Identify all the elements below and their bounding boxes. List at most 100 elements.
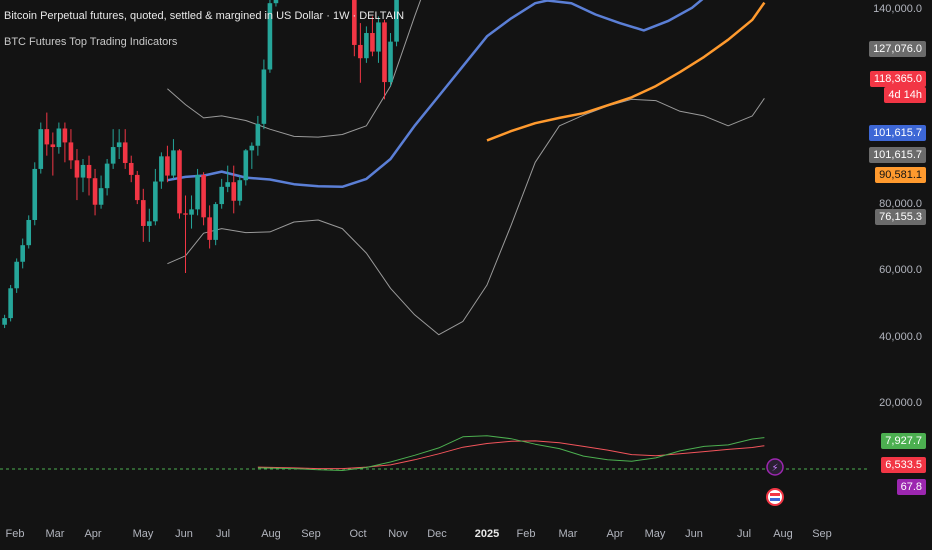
lightning-event-icon xyxy=(766,458,784,476)
x-tick-label: Aug xyxy=(773,528,793,540)
candle-body xyxy=(261,69,267,124)
x-tick-label: Mar xyxy=(558,528,578,540)
candle-body xyxy=(110,147,116,164)
y-tick-label: 80,000.0 xyxy=(879,198,922,210)
candle-body xyxy=(38,129,44,169)
x-tick-label: Sep xyxy=(812,528,832,540)
bollinger-upper-line xyxy=(167,0,422,138)
candle-body xyxy=(14,261,19,289)
candle-body xyxy=(50,144,56,148)
y-tick-label: 140,000.0 xyxy=(873,3,922,15)
x-tick-label: Jul xyxy=(215,528,231,540)
bb-upper-price-tag: 127,076.0 xyxy=(869,41,926,57)
candle-body xyxy=(273,0,279,4)
candle-body xyxy=(231,182,237,201)
candle-body xyxy=(159,156,164,182)
x-tick-label: Apr xyxy=(84,528,102,540)
sma-20-price-tag-2: 101,615.7 xyxy=(869,147,926,163)
candle-body xyxy=(255,123,261,146)
x-tick-label: Mar xyxy=(45,528,65,540)
candle-body xyxy=(153,181,158,222)
oscillator-red-line xyxy=(257,440,765,470)
candle-body xyxy=(370,33,375,52)
candle-body xyxy=(128,162,134,175)
osc-red-tag: 6,533.5 xyxy=(881,457,926,473)
candle-body xyxy=(177,150,182,214)
candle-body xyxy=(8,288,13,319)
candle-body xyxy=(165,156,170,176)
bollinger-lower-line xyxy=(167,98,765,336)
candle-body xyxy=(147,221,152,226)
candle-body xyxy=(376,22,381,52)
candle-body xyxy=(32,168,38,220)
candle-body xyxy=(74,160,80,178)
candle-body xyxy=(183,213,188,215)
candle-body xyxy=(394,0,399,42)
candle-body xyxy=(249,145,255,151)
x-tick-label: Feb xyxy=(516,528,536,540)
candle-body xyxy=(243,150,249,181)
sma-50-price-tag: 90,581.1 xyxy=(875,167,926,183)
indicator-name: BTC Futures Top Trading Indicators xyxy=(4,36,178,48)
candle-body xyxy=(189,209,194,215)
candle-body xyxy=(267,3,273,70)
candle-body xyxy=(195,174,200,210)
candle-body xyxy=(364,33,369,59)
osc-misc-tag: 67.8 xyxy=(896,479,926,495)
x-tick-label: Apr xyxy=(606,528,624,540)
candle-body xyxy=(207,217,212,240)
x-tick-label: Jun xyxy=(685,528,703,540)
oscillator-green-line xyxy=(257,435,765,471)
x-tick-label: Nov xyxy=(388,528,408,540)
candle-body xyxy=(104,163,110,189)
candle-body xyxy=(98,188,104,205)
x-tick-label: Oct xyxy=(349,528,367,540)
osc-green-tag: 7,927.7 xyxy=(881,433,926,449)
candle-body xyxy=(44,129,50,145)
x-tick-label: May xyxy=(132,528,154,540)
x-tick-label: May xyxy=(644,528,666,540)
sma-20-line xyxy=(167,0,704,189)
candle-body xyxy=(388,41,393,83)
candle-body xyxy=(86,164,92,179)
candle-body xyxy=(171,150,176,176)
flag-stripe xyxy=(770,493,780,496)
lightning-glyph: ⚡ xyxy=(771,463,778,474)
candle-body xyxy=(56,128,62,148)
candle-body xyxy=(219,186,224,205)
candle-body xyxy=(352,0,357,45)
candle-body xyxy=(26,219,32,246)
countdown-tag: 4d 14h xyxy=(884,87,926,103)
candle-body xyxy=(92,178,98,205)
x-tick-label: Feb xyxy=(5,528,25,540)
candle-body xyxy=(237,180,243,201)
x-tick-label: Jul xyxy=(736,528,752,540)
chart-title: Bitcoin Perpetual futures, quoted, settl… xyxy=(4,10,405,22)
candle-body xyxy=(2,318,7,325)
y-tick-label: 60,000.0 xyxy=(879,264,922,276)
candle-body xyxy=(201,174,206,218)
candle-body xyxy=(20,245,25,262)
candle-body xyxy=(225,182,231,187)
x-tick-label: Aug xyxy=(261,528,281,540)
candle-body xyxy=(213,204,218,240)
y-tick-label: 40,000.0 xyxy=(879,331,922,343)
candle-body xyxy=(68,142,74,161)
x-tick-label: 2025 xyxy=(474,528,500,540)
x-tick-label: Dec xyxy=(427,528,447,540)
candle-body xyxy=(62,128,68,143)
candle-body xyxy=(134,174,140,201)
last-price-tag: 118,365.0 xyxy=(869,71,926,87)
sma-50-line xyxy=(486,1,766,142)
y-tick-label: 20,000.0 xyxy=(879,397,922,409)
flag-stripe xyxy=(770,498,780,501)
candle-body xyxy=(116,142,122,148)
candle-body xyxy=(140,200,146,226)
candle-body xyxy=(122,142,128,163)
x-tick-label: Sep xyxy=(301,528,321,540)
us-flag-event-icon xyxy=(766,488,784,506)
x-tick-label: Jun xyxy=(175,528,193,540)
candle-body xyxy=(80,164,86,178)
candle-body xyxy=(382,22,387,83)
